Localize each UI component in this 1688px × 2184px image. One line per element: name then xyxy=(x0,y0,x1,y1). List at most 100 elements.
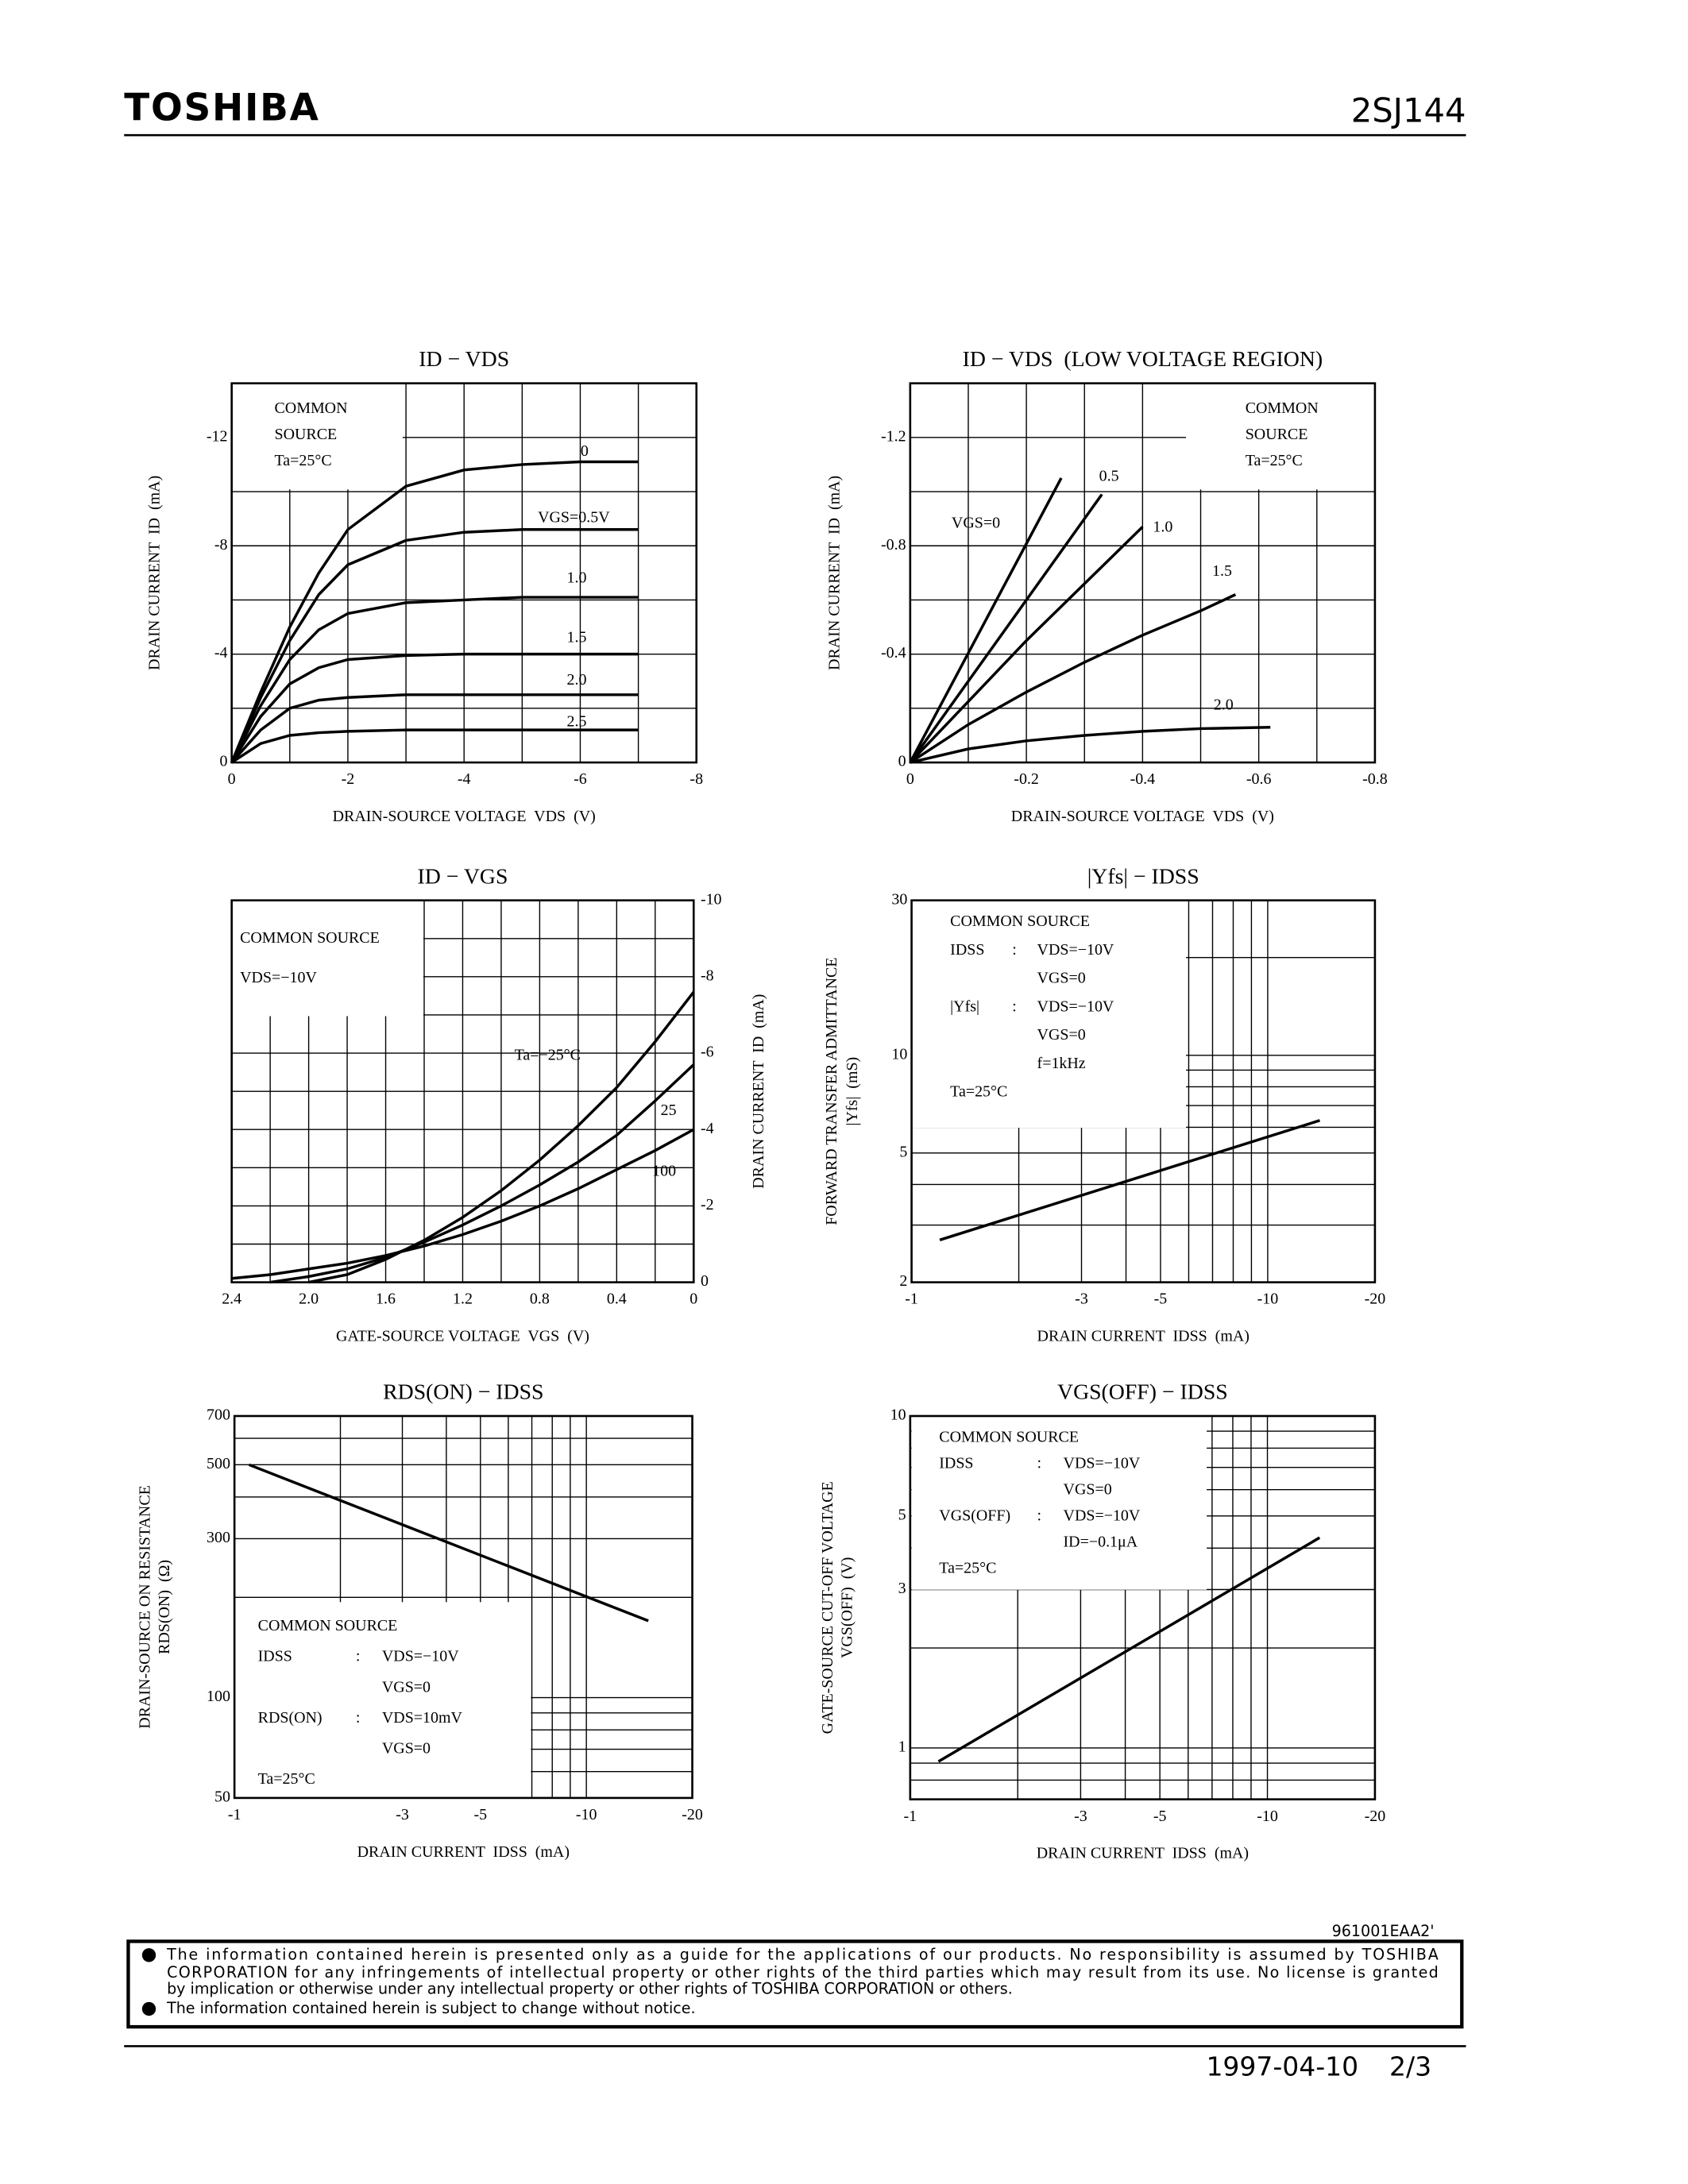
annotation-text: : xyxy=(1012,997,1017,1015)
y-tick-label: -8 xyxy=(214,536,228,554)
annotation-text: : xyxy=(1012,941,1017,959)
x-tick-label: 1.2 xyxy=(453,1291,473,1308)
y-axis-label: RDS(ON) (Ω) xyxy=(156,1560,173,1654)
series-label: 1.0 xyxy=(567,569,587,587)
annotation-text: COMMON SOURCE xyxy=(939,1428,1079,1445)
y-tick-label: 0 xyxy=(701,1272,709,1290)
y-axis-label: DRAIN-SOURCE ON RESISTANCE xyxy=(137,1485,154,1729)
annotation-text: Ta=25°C xyxy=(258,1770,315,1788)
y-tick-label: 5 xyxy=(899,1143,907,1160)
x-tick-label: 0.4 xyxy=(607,1291,627,1308)
y-tick-label: -8 xyxy=(701,967,714,984)
y-axis-label: GATE-SOURCE CUT-OFF VOLTAGE xyxy=(819,1481,836,1734)
annotation-text: VGS=0 xyxy=(1037,1026,1086,1044)
y-axis-label: FORWARD TRANSFER ADMITTANCE xyxy=(823,957,840,1225)
x-tick-label: -2 xyxy=(342,770,355,788)
y-tick-label: -12 xyxy=(207,427,228,445)
x-tick-label: -3 xyxy=(1075,1291,1088,1308)
annotation-text: VGS=0 xyxy=(382,1739,431,1757)
x-axis-label: DRAIN CURRENT IDSS (mA) xyxy=(357,1843,570,1861)
plot-frame xyxy=(230,899,695,1283)
plot-frame xyxy=(910,899,1377,1283)
series-line xyxy=(230,596,639,763)
x-tick-label: 0 xyxy=(906,770,914,788)
annotation-panel xyxy=(911,1415,1207,1590)
annotation-text: VDS=−10V xyxy=(1037,997,1114,1015)
x-tick-label: -6 xyxy=(574,770,587,788)
series-label: 2.0 xyxy=(567,671,587,689)
annotation-text: VGS=0 xyxy=(1064,1480,1112,1498)
series-label: 0 xyxy=(581,442,589,460)
series-label: 0.5 xyxy=(1099,467,1119,484)
annotation-text: Ta=25°C xyxy=(274,452,331,469)
plot-frame xyxy=(230,382,698,764)
x-tick-label: -0.4 xyxy=(1130,770,1156,788)
x-tick-label: 0 xyxy=(689,1291,697,1308)
annotation-text: SOURCE xyxy=(1246,426,1308,443)
annotation-text: ID=−0.1μA xyxy=(1064,1533,1138,1550)
x-tick-label: 0 xyxy=(228,770,236,788)
chart-title: ID − VDS xyxy=(419,347,509,372)
x-tick-label: -0.6 xyxy=(1246,770,1272,788)
chart-title: ID − VGS xyxy=(418,864,508,889)
x-tick-label: -1 xyxy=(228,1806,241,1823)
series-label: VGS=0 xyxy=(952,514,1000,531)
x-tick-label: -8 xyxy=(689,770,703,788)
annotation-text: VGS=0 xyxy=(1037,970,1086,987)
chart-title: RDS(ON) − IDSS xyxy=(383,1380,543,1405)
y-axis-label: DRAIN CURRENT ID (mA) xyxy=(146,476,164,670)
series-line xyxy=(230,460,639,763)
series-label: 1.0 xyxy=(1153,519,1172,536)
part-number: 2SJ144 xyxy=(1351,91,1466,129)
series-line xyxy=(939,1119,1320,1241)
series-line xyxy=(910,725,1271,764)
brand-logo: TOSHIBA xyxy=(124,86,319,129)
y-tick-label: 0 xyxy=(219,753,227,770)
y-tick-label: -4 xyxy=(214,644,228,662)
notice-text: CORPORATION for any infringements of int… xyxy=(167,1963,1439,1981)
series-line xyxy=(909,493,1103,764)
annotation-text: f=1kHz xyxy=(1037,1055,1086,1072)
series-line xyxy=(269,1063,695,1284)
annotation-text: IDSS xyxy=(939,1454,973,1472)
annotation-panel xyxy=(231,383,403,490)
annotation-text: COMMON SOURCE xyxy=(258,1617,398,1634)
y-tick-label: 0 xyxy=(898,753,906,770)
series-line xyxy=(909,593,1237,764)
series-line xyxy=(230,528,639,763)
y-tick-label: 700 xyxy=(207,1406,230,1424)
series-label: 1.5 xyxy=(567,628,587,646)
x-tick-label: -5 xyxy=(1153,1808,1167,1825)
x-tick-label: -1 xyxy=(905,1291,918,1308)
annotation-text: COMMON SOURCE xyxy=(950,913,1090,930)
y-tick-label: 1 xyxy=(898,1738,906,1755)
series-line xyxy=(308,991,695,1284)
y-tick-label: 100 xyxy=(207,1688,230,1705)
series-line xyxy=(231,1128,695,1280)
y-tick-label: -1.2 xyxy=(881,427,906,445)
annotation-text: Ta=25°C xyxy=(950,1083,1007,1101)
annotation-text: COMMON xyxy=(1246,399,1319,417)
x-tick-label: -20 xyxy=(682,1806,703,1823)
x-tick-label: -3 xyxy=(396,1806,409,1823)
annotation-text: VDS=−10V xyxy=(1064,1507,1141,1524)
x-tick-label: -20 xyxy=(1365,1808,1386,1825)
series-line xyxy=(909,477,1063,763)
series-line xyxy=(230,693,639,764)
y-tick-label: -0.4 xyxy=(881,644,906,662)
x-axis-label: DRAIN-SOURCE VOLTAGE VDS (V) xyxy=(1011,808,1274,825)
y-axis-label: |Yfs| (mS) xyxy=(844,1057,861,1126)
series-label: VGS=0.5V xyxy=(538,508,610,526)
annotation-text: : xyxy=(1037,1454,1042,1472)
y-tick-label: -4 xyxy=(701,1120,714,1137)
x-axis-label: GATE-SOURCE VOLTAGE VGS (V) xyxy=(336,1328,589,1345)
x-tick-label: -1 xyxy=(904,1808,917,1825)
y-tick-label: 300 xyxy=(207,1529,230,1546)
notice-box xyxy=(126,1939,1464,2029)
series-line xyxy=(937,1536,1321,1763)
chart-title: ID − VDS (LOW VOLTAGE REGION) xyxy=(963,347,1323,372)
x-tick-label: -3 xyxy=(1074,1808,1087,1825)
annotation-text: VGS(OFF) xyxy=(939,1507,1010,1524)
x-tick-label: -0.8 xyxy=(1362,770,1388,788)
y-tick-label: 3 xyxy=(898,1580,906,1597)
